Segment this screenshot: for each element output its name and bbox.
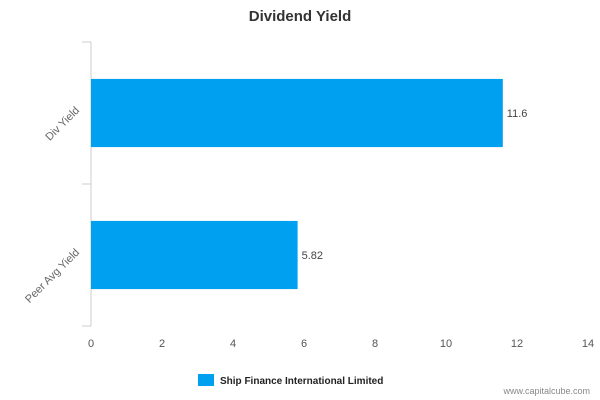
x-tick-label: 4 xyxy=(230,338,236,350)
legend-label: Ship Finance International Limited xyxy=(220,376,383,387)
x-axis-ticks: 0 2 4 6 8 10 12 14 xyxy=(88,338,594,350)
category-axis xyxy=(82,41,92,327)
x-tick-label: 8 xyxy=(372,338,378,350)
legend: Ship Finance International Limited xyxy=(198,374,383,387)
bars xyxy=(91,78,503,290)
legend-swatch xyxy=(198,374,214,386)
x-tick-label: 2 xyxy=(159,338,165,350)
category-labels: Div Yield Peer Avg Yield xyxy=(23,105,82,306)
x-tick-label: 0 xyxy=(88,338,94,350)
category-label-div-yield: Div Yield xyxy=(43,105,82,144)
data-label-div-yield: 11.6 xyxy=(507,108,528,120)
data-labels: 11.6 5.82 xyxy=(302,108,528,262)
bar-div-yield xyxy=(91,78,503,148)
category-label-peer-avg-yield: Peer Avg Yield xyxy=(23,247,82,306)
x-tick-label: 6 xyxy=(301,338,307,350)
data-label-peer-avg-yield: 5.82 xyxy=(302,250,323,262)
x-tick-label: 12 xyxy=(511,338,523,350)
x-tick-label: 10 xyxy=(440,338,452,350)
x-tick-label: 14 xyxy=(582,338,594,350)
watermark: www.capitalcube.com xyxy=(502,386,590,396)
chart-title: Dividend Yield xyxy=(249,8,352,25)
bar-peer-avg-yield xyxy=(91,220,298,290)
